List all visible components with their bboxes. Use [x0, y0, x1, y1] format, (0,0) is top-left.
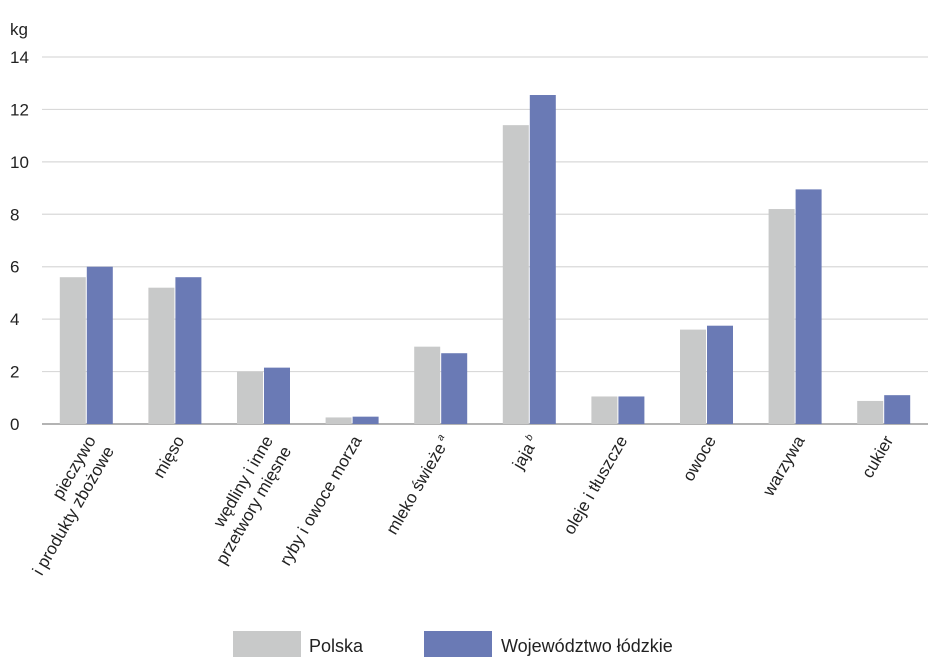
category-text: mleko świeżea	[382, 432, 454, 538]
bar-polska	[591, 396, 618, 424]
x-category-label: warzywa	[759, 432, 809, 500]
y-tick-label: 4	[10, 310, 19, 329]
bar-lodzkie	[86, 266, 113, 424]
bar-lodzkie	[618, 396, 645, 424]
bar-polska	[59, 277, 86, 424]
category-text: mięso	[149, 433, 188, 482]
category-text: oleje i tłuszcze	[560, 433, 632, 538]
bar-lodzkie	[441, 353, 468, 424]
bar-lodzkie	[352, 416, 379, 424]
y-tick-label: 14	[10, 48, 29, 67]
y-tick-label: 10	[10, 153, 29, 172]
legend-swatch	[233, 631, 301, 657]
bar-polska	[148, 287, 175, 424]
bar-lodzkie	[175, 277, 202, 424]
x-category-label: oleje i tłuszcze	[560, 433, 632, 538]
y-tick-label: 0	[10, 415, 19, 434]
legend: Polska Województwo łódzkie	[233, 631, 673, 657]
bar-polska	[857, 400, 884, 424]
footnote-marker: b	[524, 432, 537, 443]
y-tick-label: 12	[10, 100, 29, 119]
bar-polska	[502, 125, 529, 425]
x-category-label: owoce	[679, 433, 720, 485]
legend-swatch	[424, 631, 492, 657]
category-text: cukier	[858, 432, 897, 481]
y-unit-label: kg	[10, 20, 28, 39]
bar-lodzkie	[795, 189, 822, 424]
bar-lodzkie	[884, 395, 911, 424]
y-tick-label: 8	[10, 205, 19, 224]
bar-lodzkie	[529, 95, 556, 424]
legend-label: Województwo łódzkie	[501, 636, 673, 656]
category-text: warzywa	[759, 432, 809, 500]
legend-label: Polska	[309, 636, 364, 656]
bar-polska	[414, 346, 441, 424]
y-tick-label: 2	[10, 363, 19, 382]
y-tick-label: 6	[10, 258, 19, 277]
bars	[59, 95, 911, 425]
bar-lodzkie	[264, 367, 290, 424]
x-category-label: mięso	[149, 433, 188, 482]
bar-polska	[237, 371, 263, 424]
footnote-marker: a	[435, 432, 448, 443]
gridlines	[42, 56, 928, 425]
bar-polska	[325, 417, 352, 424]
x-category-label: cukier	[858, 432, 897, 481]
category-text: jajab	[508, 432, 543, 473]
bar-lodzkie	[707, 325, 733, 424]
y-axis-ticks: 0 2 4 6 8 10 12 14	[10, 48, 29, 434]
bar-polska	[768, 209, 795, 424]
bar-polska	[680, 329, 706, 424]
x-category-label: mleko świeżea	[382, 432, 454, 538]
x-category-label: jajab	[508, 432, 543, 473]
category-text: owoce	[679, 433, 720, 485]
